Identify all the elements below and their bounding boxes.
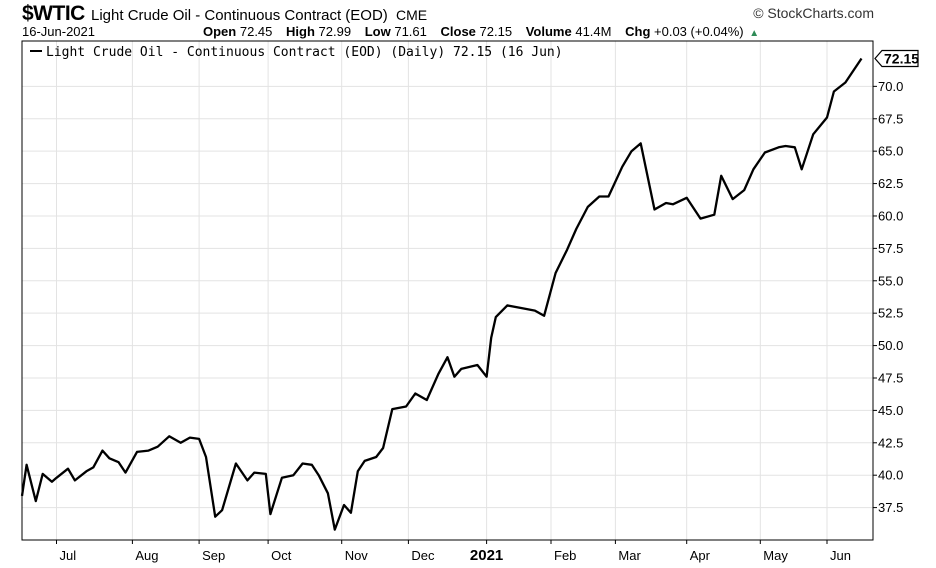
last-value-box [874, 49, 919, 68]
legend-label: Light Crude Oil - Continuous Contract (E… [46, 45, 563, 60]
plot-frame [21, 40, 874, 541]
volume-value: 41.4M [575, 24, 612, 39]
chart-grid [22, 41, 873, 540]
y-tick-label: 65.0 [878, 144, 903, 159]
x-tick-label: Sep [202, 548, 225, 563]
x-tick-label: Oct [271, 548, 292, 563]
y-tick-label: 47.5 [878, 370, 903, 385]
x-tick-label: Jun [830, 548, 851, 563]
low-label: Low [364, 24, 391, 39]
y-tick-label: 40.0 [878, 468, 903, 483]
close-label: Close [440, 24, 476, 39]
y-tick-label: 55.0 [878, 273, 903, 288]
y-axis: 37.5 40.0 42.5 45.0 47.5 50.0 52.5 55.0 57.5 60.0… [873, 79, 903, 515]
y-tick-label: 67.5 [878, 111, 903, 126]
y-tick-label: 42.5 [878, 435, 903, 450]
exchange-label: CME [395, 7, 428, 23]
x-axis: Jul Aug Sep Oct Nov Dec 2021 Feb Mar Apr May Jun [56, 540, 851, 564]
last-value-marker: 72.15 [874, 49, 919, 68]
x-tick-label: 2021 [470, 547, 503, 564]
x-tick-label: Apr [690, 548, 711, 563]
y-tick-label: 57.5 [878, 241, 903, 256]
y-tick-label: 37.5 [878, 500, 903, 515]
y-tick-label: 62.5 [878, 176, 903, 191]
close-value: 72.15 [479, 24, 513, 39]
volume-label: Volume [525, 24, 572, 39]
x-tick-label: Feb [554, 548, 576, 563]
instrument-name: Light Crude Oil - Continuous Contract (E… [91, 7, 388, 24]
y-tick-label: 52.5 [878, 306, 903, 321]
x-tick-label: May [763, 548, 788, 563]
chart-title-row: $WTIC Light Crude Oil - Continuous Contr… [22, 2, 427, 26]
chart-legend: Light Crude Oil - Continuous Contract (E… [30, 45, 563, 60]
y-tick-label: 45.0 [878, 403, 903, 418]
x-tick-label: Aug [135, 548, 158, 563]
brand-label: © StockCharts.com [753, 5, 874, 21]
chg-value: +0.03 (+0.04%) [654, 24, 744, 39]
ohlc-row: Open 72.45 High 72.99 Low 71.61 Close 72… [203, 24, 759, 39]
high-label: High [286, 24, 315, 39]
y-tick-label: 50.0 [878, 338, 903, 353]
x-tick-label: Nov [345, 548, 369, 563]
last-value-label: 72.15 [884, 50, 919, 66]
chg-label: Chg [625, 24, 651, 39]
up-arrow-icon: ▲ [749, 28, 760, 39]
open-label: Open [203, 24, 237, 39]
x-tick-label: Mar [618, 548, 641, 563]
y-tick-label: 70.0 [878, 79, 903, 94]
price-line [20, 57, 863, 531]
ticker-symbol: $WTIC [22, 2, 85, 25]
date-label: 16-Jun-2021 [22, 24, 95, 39]
x-tick-label: Jul [60, 548, 77, 563]
x-tick-label: Dec [411, 548, 435, 563]
high-value: 72.99 [318, 24, 352, 39]
open-value: 72.45 [239, 24, 273, 39]
low-value: 71.61 [394, 24, 427, 39]
y-tick-label: 60.0 [878, 208, 903, 223]
